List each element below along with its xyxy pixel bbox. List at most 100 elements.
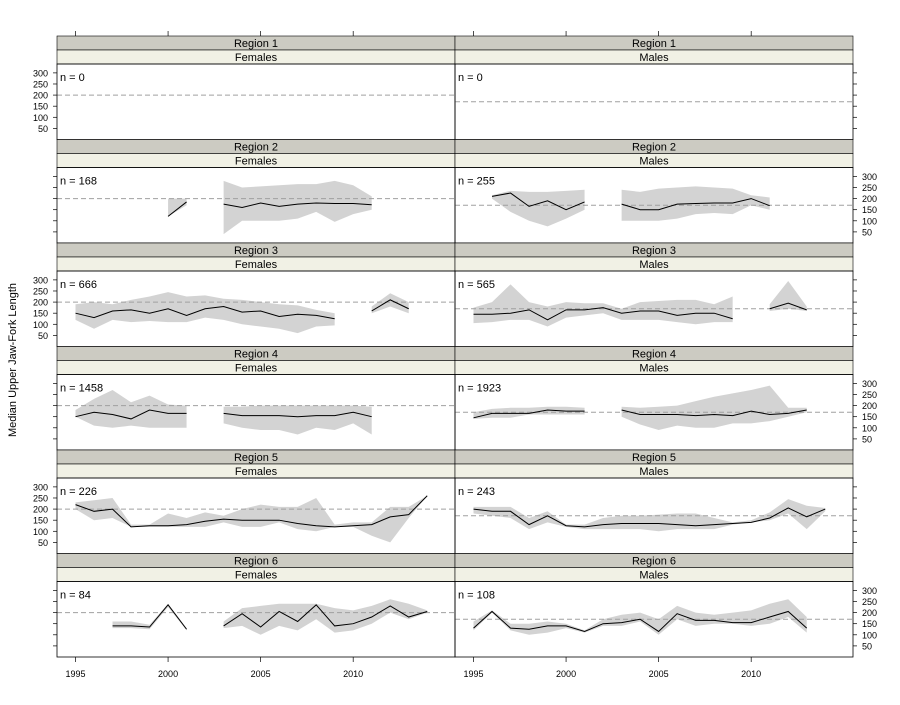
y-tick-label: 100 [862,630,877,640]
y-tick-label: 50 [862,641,872,651]
median-line [223,604,428,628]
y-tick-label: 50 [38,124,48,134]
median-line [75,306,335,320]
confidence-band [168,198,187,217]
confidence-band [769,280,807,311]
region-strip-label: Region 1 [234,38,278,50]
sex-strip-label: Females [235,156,278,168]
y-tick-label: 200 [33,91,48,101]
confidence-band [473,599,807,635]
y-tick-label: 200 [33,505,48,515]
sex-strip-label: Males [639,570,669,582]
region-strip-label: Region 3 [234,245,278,257]
n-label: n = 666 [60,279,97,291]
median-line [112,604,187,630]
panel-frame [56,63,456,140]
sex-strip-label: Females [235,570,278,582]
confidence-band [223,599,428,635]
y-tick-label: 200 [862,608,877,618]
confidence-band [112,603,187,631]
region-strip-label: Region 2 [234,142,278,154]
x-tick-label: 2010 [741,669,761,679]
y-tick-label: 250 [862,597,877,607]
y-tick-label: 100 [862,423,877,433]
confidence-band [75,390,187,428]
y-tick-label: 150 [33,309,48,319]
median-line [473,507,826,528]
y-tick-label: 100 [33,113,48,123]
sex-strip-label: Females [235,52,278,64]
y-tick-label: 300 [862,379,877,389]
sex-strip-label: Males [639,156,669,168]
sex-strip-label: Males [639,466,669,478]
n-label: n = 0 [458,72,483,84]
n-label: n = 1458 [60,383,103,395]
confidence-band [492,189,585,227]
y-tick-label: 100 [862,216,877,226]
confidence-band [621,385,807,431]
median-line [473,610,808,633]
y-tick-label: 200 [33,298,48,308]
y-tick-label: 250 [33,286,48,296]
sex-strip-label: Males [639,52,669,64]
region-strip-label: Region 2 [632,142,676,154]
y-tick-label: 150 [33,516,48,526]
y-tick-label: 50 [862,227,872,237]
confidence-band [473,499,826,532]
region-strip-label: Region 5 [234,452,278,464]
confidence-band [473,284,733,327]
x-tick-label: 2010 [343,669,363,679]
region-strip-label: Region 6 [234,556,278,568]
y-tick-label: 250 [33,493,48,503]
y-tick-label: 250 [33,79,48,89]
y-tick-label: 300 [862,172,877,182]
y-tick-label: 250 [862,390,877,400]
y-tick-label: 150 [33,102,48,112]
y-tick-label: 200 [862,194,877,204]
median-line [167,201,187,217]
x-tick-label: 2005 [251,669,271,679]
median-line [75,409,187,420]
region-strip-label: Region 4 [234,349,278,361]
confidence-band [223,180,372,235]
region-strip-label: Region 1 [632,38,676,50]
median-line [491,192,585,211]
x-tick-label: 1995 [463,669,483,679]
n-label: n = 84 [60,590,91,602]
n-label: n = 243 [458,486,495,498]
median-line [223,202,372,208]
y-tick-label: 300 [862,586,877,596]
y-tick-label: 250 [862,183,877,193]
y-tick-label: 200 [862,401,877,411]
region-strip-label: Region 5 [632,452,676,464]
sex-strip-label: Females [235,466,278,478]
x-tick-label: 2000 [556,669,576,679]
y-tick-label: 300 [33,482,48,492]
n-label: n = 1923 [458,383,501,395]
x-tick-label: 2005 [649,669,669,679]
panel-frame [454,581,854,658]
y-tick-label: 50 [38,331,48,341]
region-strip-label: Region 3 [632,245,676,257]
median-line [621,409,807,417]
y-tick-label: 300 [33,68,48,78]
y-tick-label: 150 [862,619,877,629]
median-line [621,198,770,211]
sex-strip-label: Males [639,259,669,271]
y-tick-label: 150 [862,412,877,422]
confidence-band [371,293,409,314]
y-tick-label: 100 [33,320,48,330]
n-label: n = 226 [60,486,97,498]
median-line [473,409,585,419]
x-tick-label: 1995 [65,669,85,679]
y-axis-label: Median Upper Jaw-Fork Length [7,283,19,437]
median-line [223,411,372,418]
confidence-band [473,406,585,419]
confidence-band [75,292,335,334]
x-tick-label: 2000 [158,669,178,679]
confidence-band [75,495,428,543]
y-tick-label: 50 [38,538,48,548]
